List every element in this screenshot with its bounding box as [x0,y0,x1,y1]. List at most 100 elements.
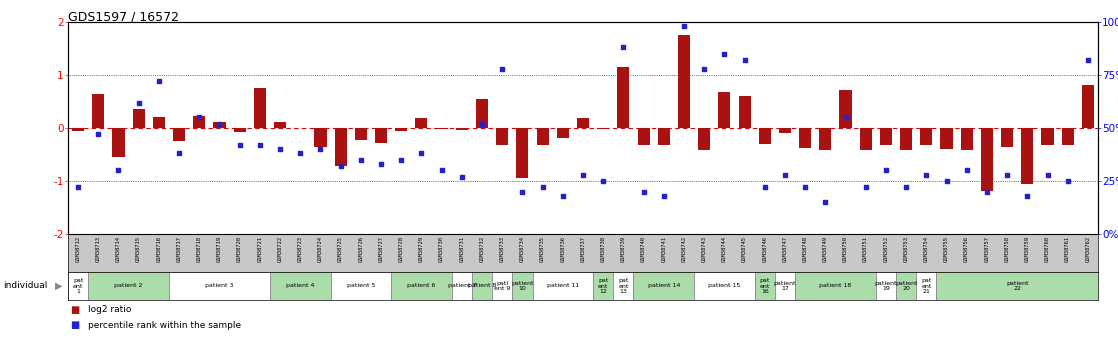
Bar [896,272,917,300]
Bar [657,128,670,145]
Text: GSM38762: GSM38762 [1086,236,1090,262]
Text: pati
ent 9: pati ent 9 [494,281,511,291]
Text: patient 4: patient 4 [286,284,314,288]
Bar [234,128,246,132]
Point [392,157,410,162]
Text: GSM38754: GSM38754 [923,236,929,262]
Point [130,100,148,105]
Text: GSM38731: GSM38731 [459,236,464,262]
Point [695,66,713,71]
Point [635,189,653,194]
Text: GSM38751: GSM38751 [863,236,869,262]
Text: GSM38713: GSM38713 [96,236,101,262]
Text: GSM38739: GSM38739 [620,236,626,262]
Text: GSM38744: GSM38744 [722,236,727,262]
Point [190,115,208,120]
Bar [755,272,775,300]
Text: patient 7: patient 7 [447,284,476,288]
Bar [920,128,932,145]
Bar [133,109,144,128]
Point [513,189,531,194]
Text: GSM38733: GSM38733 [500,236,504,262]
Bar [917,272,937,300]
Bar [980,128,993,190]
Bar [472,272,492,300]
Text: ■: ■ [70,320,79,330]
Point [89,131,107,137]
Text: GSM38725: GSM38725 [338,236,343,262]
Text: GSM38723: GSM38723 [297,236,303,262]
Bar [314,128,326,147]
Bar [795,272,875,300]
Point [413,151,430,156]
Bar [840,90,852,128]
Bar [614,272,634,300]
Text: patient 8: patient 8 [467,284,496,288]
Bar [72,128,84,131]
Text: GSM38734: GSM38734 [520,236,525,262]
Bar [537,128,549,145]
Point [836,115,854,120]
Text: GSM38727: GSM38727 [379,236,383,262]
Text: GSM38715: GSM38715 [136,236,141,262]
Bar [637,128,650,145]
Bar [93,93,104,128]
Text: GSM38712: GSM38712 [76,236,80,262]
Text: patient 11: patient 11 [547,284,579,288]
Bar [593,272,614,300]
Bar [775,272,795,300]
Text: GSM38758: GSM38758 [1005,236,1010,262]
Text: GSM38743: GSM38743 [702,236,707,262]
Point [150,79,168,84]
Text: GSM38741: GSM38741 [661,236,666,262]
Point [1079,57,1097,63]
Text: GSM38721: GSM38721 [257,236,263,262]
Bar [254,88,266,128]
Text: GSM38716: GSM38716 [157,236,161,262]
Point [473,121,491,127]
Bar [269,272,331,300]
Point [595,178,613,184]
Bar [113,128,124,157]
Bar [68,272,88,300]
Point [918,172,936,177]
Point [736,57,754,63]
Text: GSM38722: GSM38722 [277,236,283,262]
Text: patient
17: patient 17 [774,281,796,291]
Bar [860,128,872,150]
Point [230,142,248,148]
Bar [875,272,896,300]
Bar [880,128,892,145]
Bar [900,128,912,150]
Point [312,146,330,152]
Point [675,23,693,29]
Bar [1001,128,1013,147]
Bar [153,117,165,128]
Point [250,142,268,148]
Bar [456,128,467,130]
Bar [331,272,391,300]
Text: GSM38714: GSM38714 [116,236,121,262]
Text: GSM38752: GSM38752 [883,236,889,262]
Bar [678,35,690,128]
Text: GSM38760: GSM38760 [1045,236,1050,262]
Bar [1021,128,1033,184]
Point [716,51,733,57]
Point [796,185,814,190]
Bar [1082,85,1093,128]
Bar [937,272,1098,300]
Bar [391,272,452,300]
Point [372,161,390,167]
Text: GSM38742: GSM38742 [682,236,686,262]
Bar [694,272,755,300]
Text: GSM38724: GSM38724 [318,236,323,262]
Text: individual: individual [3,282,48,290]
Bar [436,128,447,129]
Text: GSM38755: GSM38755 [944,236,949,262]
Bar [718,92,730,128]
Bar [395,128,407,131]
Text: pat
ent
16: pat ent 16 [759,278,770,294]
Bar [476,99,489,128]
Bar [597,128,609,129]
Point [978,189,996,194]
